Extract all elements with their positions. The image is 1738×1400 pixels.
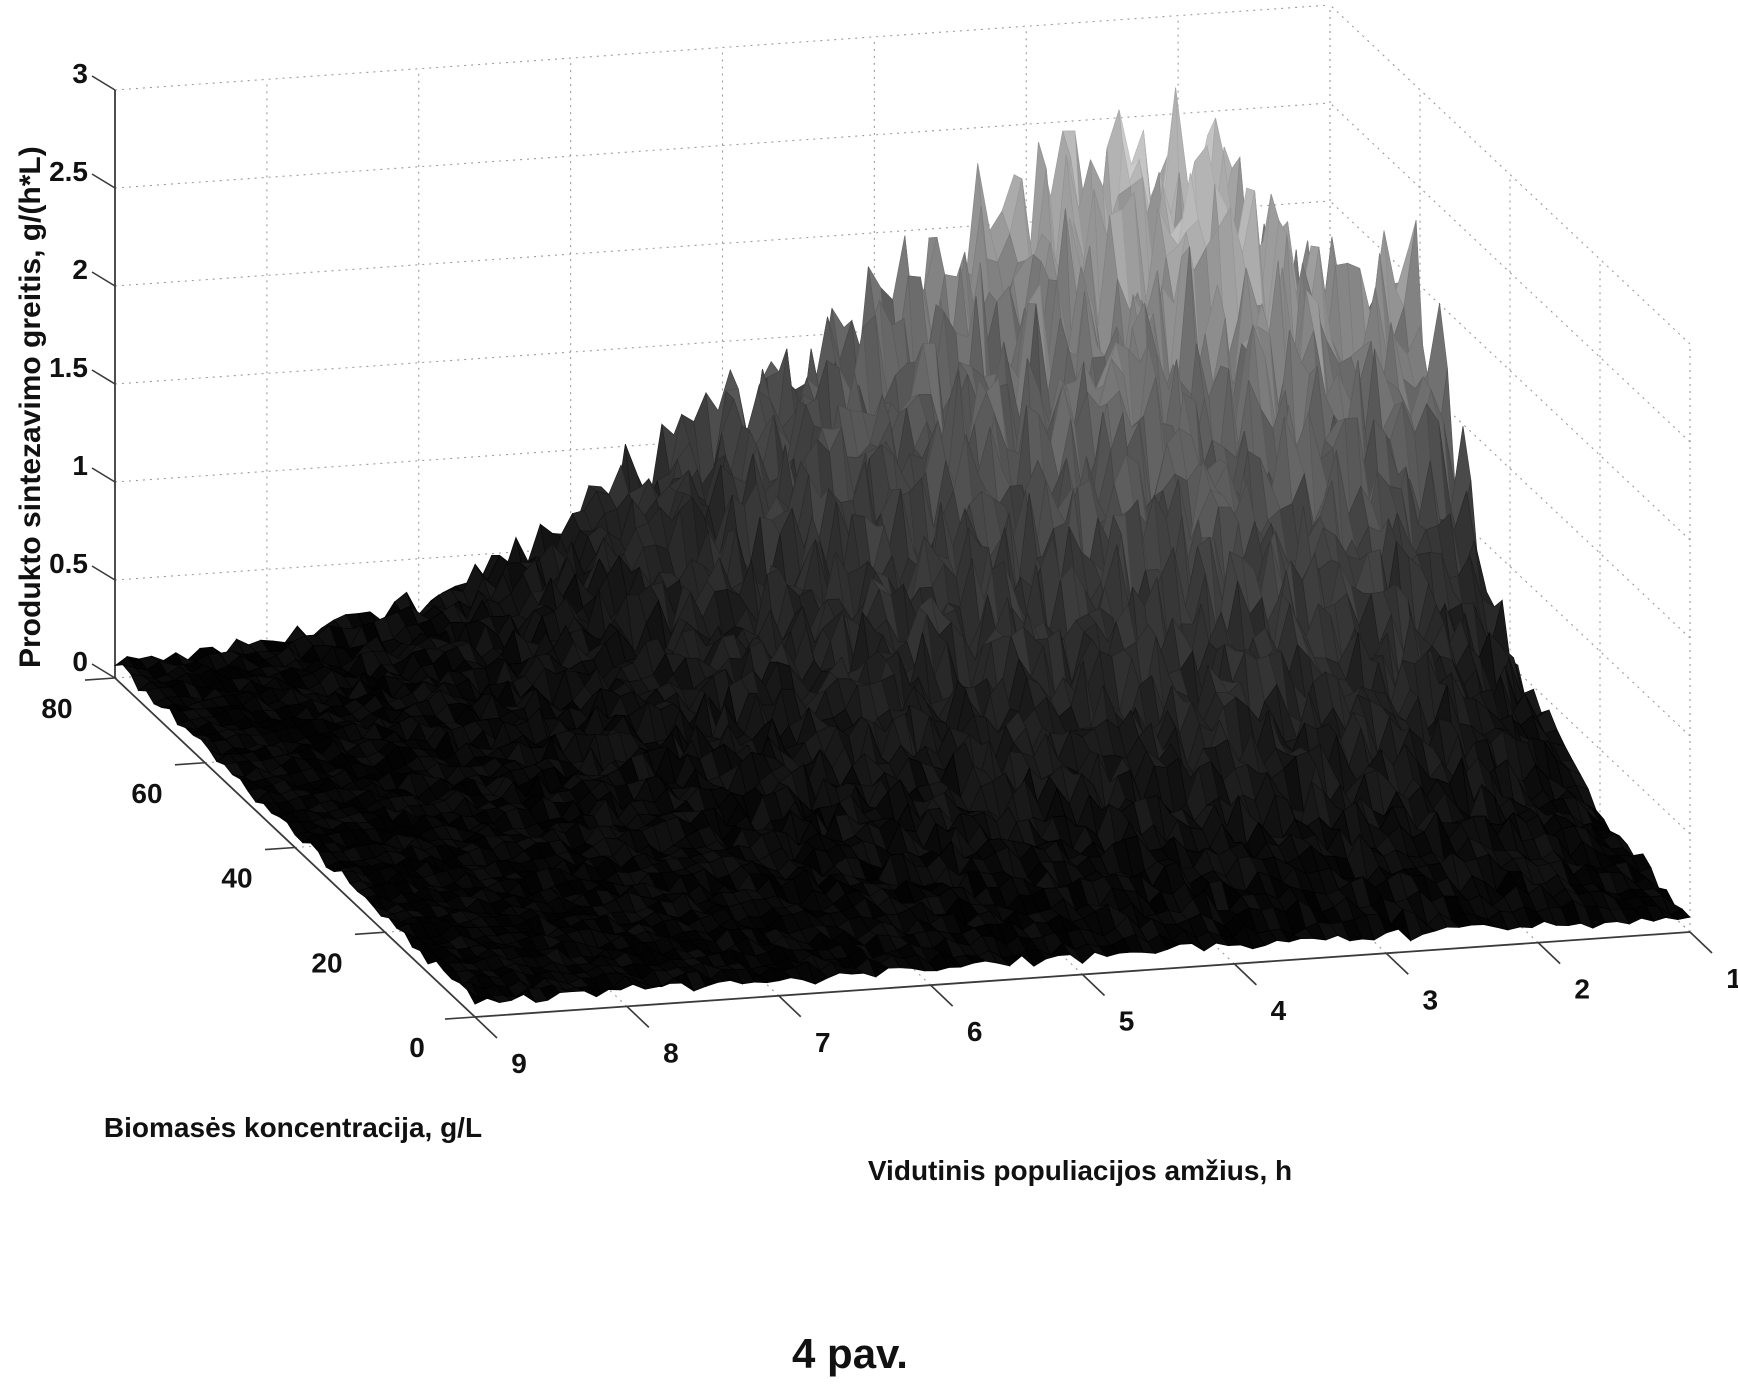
- z-tick-label: 2: [72, 254, 88, 285]
- x-tick-label: 9: [511, 1048, 527, 1079]
- z-axis-title: Produkto sintezavimo greitis, g/(h*L): [14, 146, 47, 668]
- x-tick-label: 4: [1271, 995, 1287, 1026]
- x-axis-title: Vidutinis populiacijos amžius, h: [868, 1155, 1292, 1186]
- x-tick-label: 5: [1119, 1006, 1135, 1037]
- z-tick-label: 0: [72, 646, 88, 677]
- y-tick-label: 0: [409, 1032, 425, 1063]
- z-tick-label: 1.5: [49, 352, 88, 383]
- z-tick-label: 2.5: [49, 156, 88, 187]
- x-tick-label: 3: [1422, 984, 1438, 1015]
- x-tick-label: 1: [1726, 963, 1738, 994]
- x-tick-label: 8: [663, 1037, 679, 1068]
- y-axis-title: Biomasės koncentracija, g/L: [104, 1112, 482, 1143]
- z-tick-label: 1: [72, 450, 88, 481]
- figure-caption: 4 pav.: [792, 1330, 908, 1377]
- z-axis: 0 0.5 1 1.5 2 2.5 3: [49, 58, 115, 678]
- generated-plot-layers: 0 0.5 1 1.5 2 2.5 3 80 60 40 20 0 9 8 7 6 5 4 3 2 1: [41, 5, 1738, 1079]
- x-tick-label: 6: [967, 1016, 983, 1047]
- y-tick-label: 20: [311, 947, 342, 978]
- z-tick-label: 0.5: [49, 548, 88, 579]
- x-tick-label: 2: [1574, 974, 1590, 1005]
- y-tick-label: 40: [221, 863, 252, 894]
- surface-mesh: [115, 88, 1690, 1005]
- y-tick-label: 80: [41, 693, 72, 724]
- z-tick-label: 3: [72, 58, 88, 89]
- y-tick-label: 60: [131, 778, 162, 809]
- x-tick-label: 7: [815, 1027, 831, 1058]
